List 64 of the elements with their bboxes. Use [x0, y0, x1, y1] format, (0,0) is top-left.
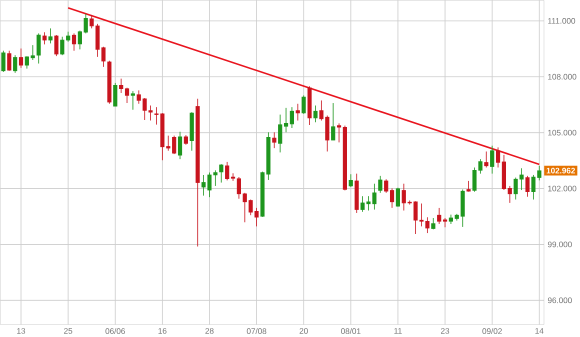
candlestick	[54, 34, 58, 56]
candlestick	[378, 175, 382, 194]
candlestick	[202, 174, 206, 196]
x-tick-label: 23	[440, 328, 450, 334]
candlestick	[490, 145, 494, 174]
x-tick-label: 13	[17, 328, 26, 334]
y-tick-label: 99.000	[548, 241, 572, 248]
candlestick	[101, 46, 106, 68]
candlestick	[278, 114, 282, 153]
y-tick-label: 108.000	[548, 74, 576, 80]
x-tick-label: 20	[300, 328, 308, 334]
x-tick-label: 16	[158, 328, 166, 334]
candlestick	[290, 106, 294, 128]
candlestick	[184, 134, 188, 146]
candlestick	[154, 106, 159, 125]
x-tick-label: 14	[535, 328, 544, 334]
y-tick-label: 96.000	[548, 297, 572, 303]
x-tick-label: 06/06	[105, 328, 125, 334]
candlestick	[18, 48, 24, 68]
y-tick-label: 102.000	[548, 186, 576, 192]
candlestick	[525, 175, 530, 197]
candlestick	[372, 183, 376, 210]
candlestick	[384, 178, 388, 194]
x-tick-label: 07/08	[246, 328, 266, 334]
candlestick	[42, 32, 47, 45]
candlestick	[496, 146, 500, 168]
x-tick-label: 25	[64, 328, 72, 334]
x-tick-label: 11	[394, 328, 402, 334]
candlestick	[36, 32, 41, 64]
candlestick	[313, 104, 318, 122]
x-tick-label: 28	[205, 328, 214, 334]
x-tick-label: 09/02	[482, 328, 502, 334]
candlestick	[437, 207, 442, 224]
candlestick	[348, 174, 353, 188]
candlestick	[484, 150, 488, 168]
candlestick	[478, 158, 482, 174]
candlestick	[225, 161, 230, 181]
candlestick	[178, 131, 182, 160]
candlestick	[396, 187, 400, 208]
candlestick	[48, 28, 53, 44]
candlestick	[272, 132, 276, 148]
candlestick	[113, 82, 118, 107]
candlestick	[72, 32, 76, 51]
candlestick	[331, 102, 336, 140]
candlestick	[119, 78, 124, 94]
candlestick	[296, 103, 300, 121]
candlestick	[366, 196, 371, 211]
candlestick	[13, 54, 18, 74]
x-tick-label: 08/01	[341, 328, 361, 334]
y-tick-label: 111.000	[548, 18, 576, 24]
candlestick	[7, 50, 12, 72]
candlestick	[284, 107, 288, 133]
candlestick	[472, 166, 477, 192]
candlestick	[207, 172, 212, 198]
y-tick-label: 105.000	[548, 130, 576, 136]
candlestick	[360, 196, 365, 212]
candlestick	[390, 188, 394, 208]
candlestick	[431, 217, 436, 230]
candlestick	[442, 217, 448, 228]
candlestick	[1, 50, 6, 72]
text: 102.962	[546, 168, 575, 174]
candlestick	[124, 87, 130, 104]
candlestick	[302, 94, 306, 114]
candlestick	[425, 216, 430, 234]
